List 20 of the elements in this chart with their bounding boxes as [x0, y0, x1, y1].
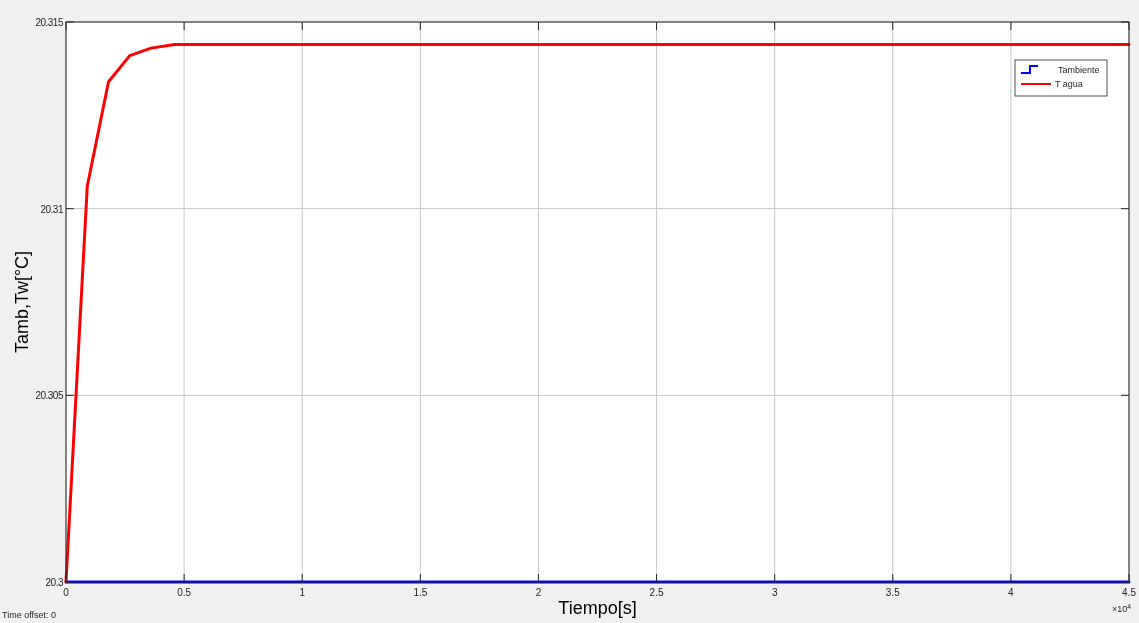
y-tick-label: 20.305 — [35, 390, 64, 402]
y-tick-label: 20.315 — [35, 17, 64, 28]
x-tick-label: 3.5 — [885, 587, 901, 598]
x-tick-label: 2 — [535, 587, 542, 598]
x-tick-label: 1.5 — [413, 587, 428, 598]
legend-label: T agua — [1055, 79, 1083, 89]
x-tick-label: 3 — [771, 587, 778, 598]
x-tick-label: 0.5 — [177, 587, 192, 598]
x-tick-label: 4 — [1008, 587, 1015, 598]
legend-label: Tambiente — [1058, 65, 1100, 75]
x-tick-label: 2.5 — [649, 587, 664, 598]
x-tick-label: 1 — [299, 587, 306, 598]
x-axis-title: Tiempo[s] — [558, 598, 637, 618]
text: Time offset: 0 — [2, 610, 57, 620]
y-axis-title: Tamb,Tw[°C] — [12, 250, 32, 354]
text: ×10$^{4}$ — [1111, 602, 1132, 614]
y-tick-label: 20.31 — [40, 203, 64, 215]
y-tick-label: 20.3 — [45, 577, 64, 588]
x-tick-label: 4.5 — [1122, 587, 1137, 598]
x-tick-label: 0 — [63, 587, 70, 598]
